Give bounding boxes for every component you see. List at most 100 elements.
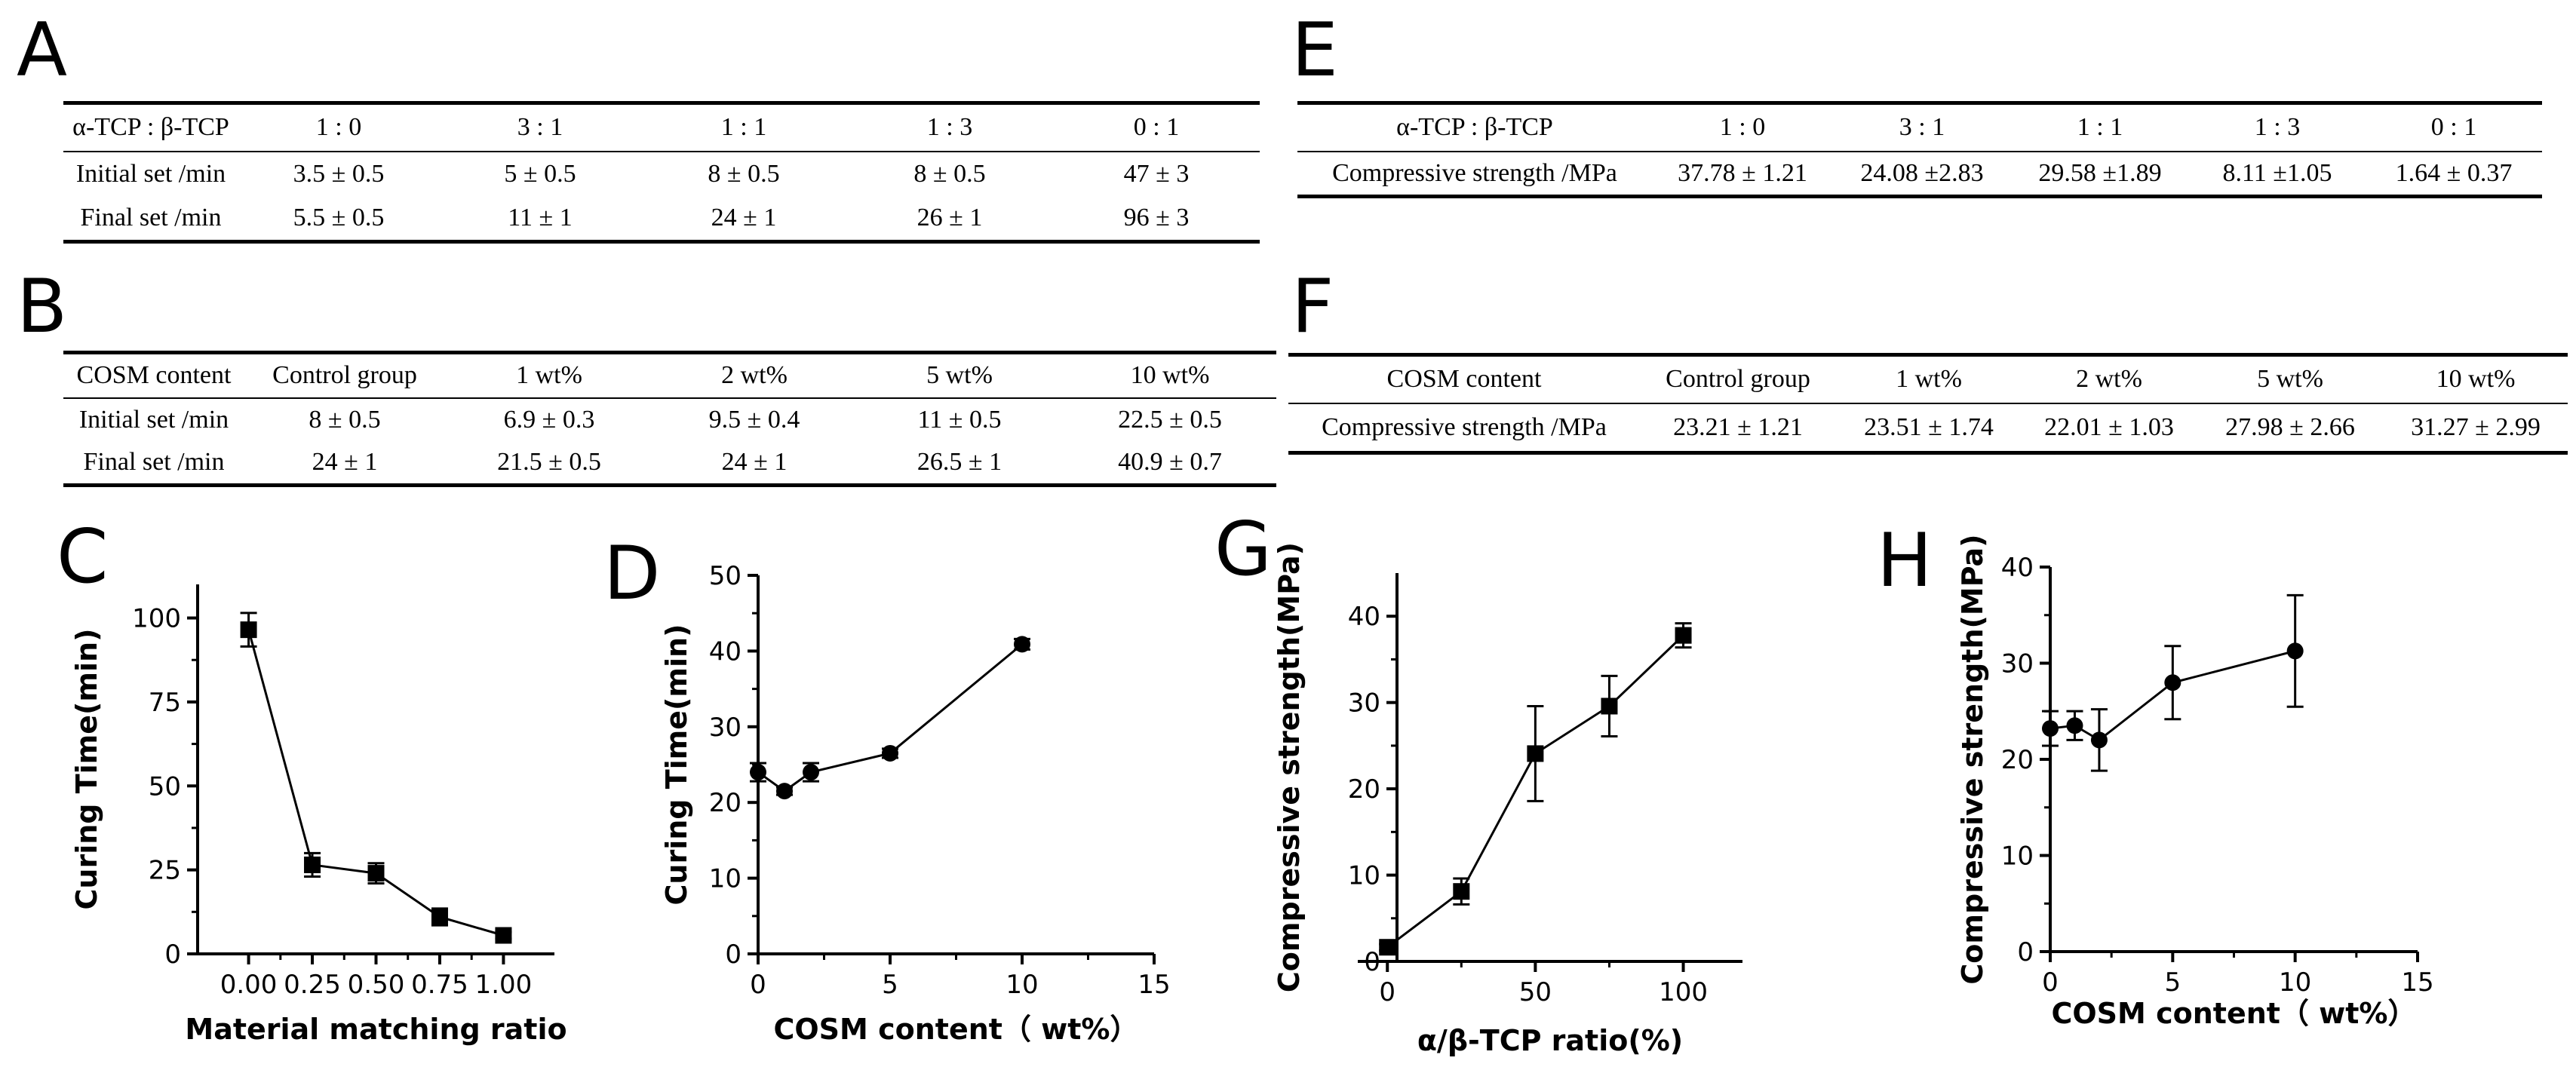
table-f-header: 1 wt% <box>1836 353 2022 404</box>
table-b-cell: Initial set /min <box>78 406 229 434</box>
table-b-header: Control group <box>244 351 445 399</box>
x-tick-label: 0.75 <box>411 970 468 1000</box>
table-a-cell: 96 ± 3 <box>1053 196 1260 244</box>
y-tick-label: 0 <box>1364 947 1380 977</box>
table-f-cell: 22.01 ± 1.03 <box>2022 403 2197 455</box>
y-tick-label: 20 <box>709 788 741 818</box>
x-tick-label: 15 <box>2401 967 2433 998</box>
table-f-cell: 27.98 ± 2.66 <box>2197 403 2384 455</box>
panel-label-b: B <box>17 264 68 350</box>
x-axis-label: Material matching ratio <box>185 1013 566 1046</box>
data-point <box>2066 717 2083 734</box>
table-a-cell: 8 ± 0.5 <box>708 160 780 188</box>
panel-label-a: A <box>17 8 68 94</box>
y-tick-label: 0 <box>2017 937 2034 967</box>
table-a-cell: 3.5 ± 0.5 <box>293 160 385 188</box>
y-tick-label: 50 <box>149 771 181 802</box>
data-point <box>882 744 898 762</box>
table-f-header: COSM content <box>1288 353 1640 404</box>
data-point <box>2164 674 2181 691</box>
data-point <box>2090 731 2108 749</box>
table-f-header: 10 wt% <box>2384 353 2568 404</box>
table-b-cell: 6.9 ± 0.3 <box>503 406 595 434</box>
table-b-cell: 24 ± 1 <box>244 441 445 487</box>
data-point <box>240 621 257 639</box>
x-axis-label: COSM content（ wt%） <box>773 1013 1138 1046</box>
chart-g-group: 0 10 20 30 40 0 50 100 α/β-TCP ratio(%) Compressi… <box>1273 542 1742 1057</box>
panel-label-d: D <box>603 531 661 617</box>
data-point <box>776 783 793 800</box>
table-b-header: 2 wt% <box>653 351 855 399</box>
data-point <box>803 764 819 781</box>
y-tick-label: 75 <box>149 688 181 718</box>
table-b-cell: 11 ± 0.5 <box>917 406 1002 434</box>
panel-label-f: F <box>1291 264 1334 350</box>
table-a-header: 1 : 0 <box>238 101 439 152</box>
y-tick-label: 30 <box>1348 688 1380 719</box>
table-f-header: Control group <box>1640 353 1836 404</box>
table-a-header: 0 : 1 <box>1053 101 1260 152</box>
table-b-cell: 40.9 ± 0.7 <box>1064 441 1276 487</box>
table-a-cell: 47 ± 3 <box>1123 160 1190 188</box>
y-tick-label: 50 <box>709 561 741 591</box>
table-e-compressive-strength: α-TCP : β-TCP 1 : 0 3 : 1 1 : 1 1 : 3 0 … <box>1297 101 2542 198</box>
table-a-cell: 5.5 ± 0.5 <box>238 196 439 244</box>
table-e-header: 1 : 1 <box>2011 101 2189 152</box>
x-tick-label: 100 <box>1659 977 1708 1007</box>
table-e-cell: 24.08 ±2.83 <box>1833 151 2011 198</box>
table-e-cell: Compressive strength /MPa <box>1297 151 1652 198</box>
table-b-cell: 8 ± 0.5 <box>309 406 381 434</box>
table-f-cell: 23.51 ± 1.74 <box>1836 403 2022 455</box>
x-tick-label: 10 <box>2279 967 2311 998</box>
panel-label-e: E <box>1291 8 1338 94</box>
x-tick-label: 5 <box>882 970 898 1000</box>
chart-c-group: 0 25 50 75 100 0.00 0.25 0.50 0.75 1.00 Material m… <box>70 584 567 1046</box>
table-b-header: 10 wt% <box>1064 351 1276 399</box>
table-a-setting-time: α-TCP : β-TCP 1 : 0 3 : 1 1 : 1 1 : 3 0 … <box>63 101 1260 244</box>
y-tick-label: 20 <box>2001 745 2034 775</box>
y-tick-label: 0 <box>725 940 741 970</box>
y-axis-label: Curing Time(min) <box>70 629 103 910</box>
table-a-header: 1 : 1 <box>641 101 846 152</box>
table-f-cell: 23.21 ± 1.21 <box>1640 403 1836 455</box>
x-tick-label: 1.00 <box>475 970 533 1000</box>
table-e-header: 3 : 1 <box>1833 101 2011 152</box>
data-point <box>1453 883 1470 900</box>
y-axis-label: Compressive strength(MPa) <box>1273 542 1306 992</box>
panel-label-g: G <box>1214 507 1272 593</box>
data-point <box>750 764 766 781</box>
y-axis-label: Curing Time(min) <box>660 624 693 906</box>
table-e-cell: 1.64 ± 0.37 <box>2366 151 2542 198</box>
data-point <box>495 927 512 944</box>
data-point <box>1379 939 1396 956</box>
x-tick-label: 0 <box>1379 977 1395 1007</box>
table-e-cell: 29.58 ±1.89 <box>2011 151 2189 198</box>
data-point <box>1601 697 1618 715</box>
table-b-header: 5 wt% <box>855 351 1064 399</box>
y-tick-label: 30 <box>2001 649 2034 679</box>
data-point <box>2286 642 2304 660</box>
y-tick-label: 100 <box>132 604 181 634</box>
table-b-cell: 21.5 ± 0.5 <box>445 441 653 487</box>
x-tick-label: 0 <box>2042 967 2059 998</box>
table-a-cell: 26 ± 1 <box>846 196 1053 244</box>
x-tick-label: 0.50 <box>348 970 405 1000</box>
data-point <box>367 865 385 882</box>
table-e-header: α-TCP : β-TCP <box>1297 101 1652 152</box>
x-tick-label: 15 <box>1138 970 1170 1000</box>
table-b-setting-time-cosm: COSM content Control group 1 wt% 2 wt% 5… <box>63 351 1276 487</box>
x-axis-label: COSM content（ wt%） <box>2051 997 2416 1030</box>
y-tick-label: 30 <box>709 713 741 743</box>
table-e-cell: 8.11 ±1.05 <box>2189 151 2366 198</box>
table-b-cell: 26.5 ± 1 <box>855 441 1064 487</box>
table-b-cell: Final set /min <box>63 441 244 487</box>
table-a-header: 3 : 1 <box>439 101 641 152</box>
table-f-compressive-strength-cosm: COSM content Control group 1 wt% 2 wt% 5… <box>1288 353 2568 455</box>
table-a-cell: 5 ± 0.5 <box>504 160 576 188</box>
table-f-cell: Compressive strength /MPa <box>1288 403 1640 455</box>
x-tick-label: 0.00 <box>220 970 278 1000</box>
table-b-header: 1 wt% <box>445 351 653 399</box>
